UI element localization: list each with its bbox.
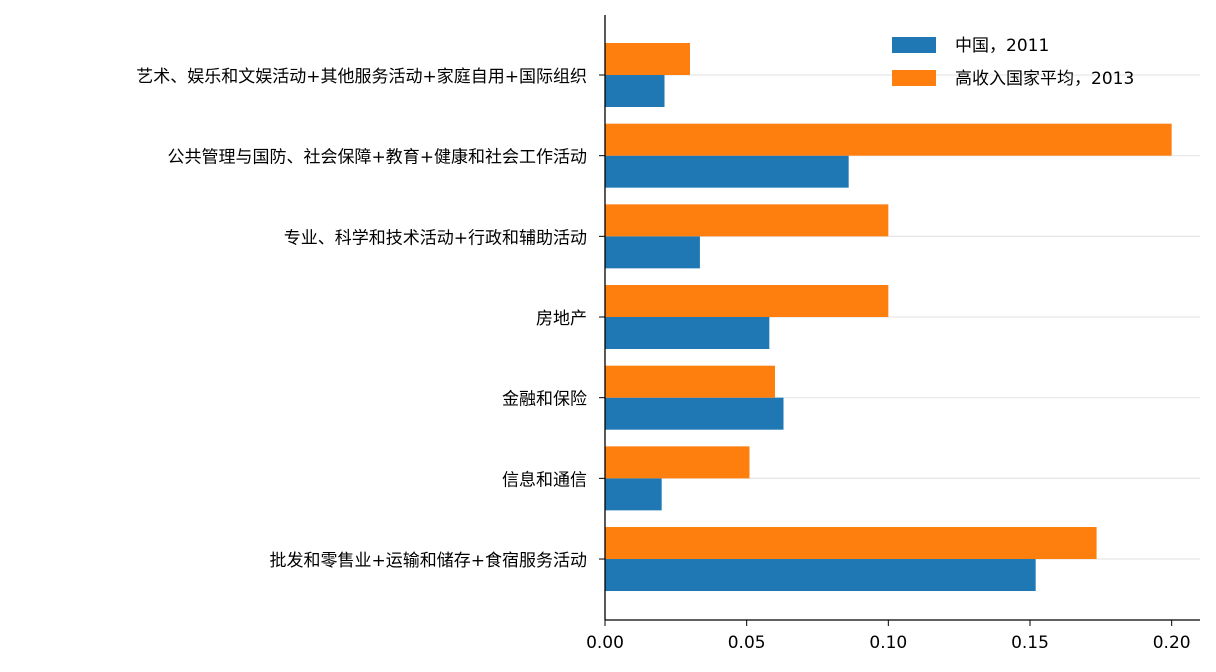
y-tick-label: 批发和零售业+运输和储存+食宿服务活动 xyxy=(270,551,588,571)
bar xyxy=(605,397,784,430)
bar xyxy=(605,204,889,237)
bar xyxy=(605,527,1097,560)
x-tick-label: 0.20 xyxy=(1153,633,1191,653)
bar xyxy=(605,446,750,479)
bar xyxy=(605,43,690,75)
x-tick-label: 0.05 xyxy=(728,633,766,653)
bar xyxy=(605,155,849,188)
legend-label: 高收入国家平均，2013 xyxy=(955,69,1134,89)
legend-label: 中国，2011 xyxy=(955,36,1049,56)
y-tick-label: 艺术、娱乐和文娱活动+其他服务活动+家庭自用+国际组织 xyxy=(136,67,587,87)
bar xyxy=(605,559,1036,592)
bar xyxy=(605,123,1172,156)
y-tick-label: 金融和保险 xyxy=(502,390,587,410)
y-tick-label: 信息和通信 xyxy=(502,470,587,490)
bar xyxy=(605,236,700,269)
bar xyxy=(605,317,770,350)
y-tick-label: 房地产 xyxy=(536,309,587,329)
bar xyxy=(605,75,665,107)
bar xyxy=(605,365,775,398)
bar xyxy=(605,285,889,318)
y-tick-label: 公共管理与国防、社会保障+教育+健康和社会工作活动 xyxy=(168,148,588,168)
y-tick-label: 专业、科学和技术活动+行政和辅助活动 xyxy=(284,228,587,248)
x-tick-label: 0.00 xyxy=(586,633,624,653)
x-tick-label: 0.15 xyxy=(1011,633,1049,653)
legend-swatch xyxy=(892,70,936,86)
legend-swatch xyxy=(892,37,936,53)
bar xyxy=(605,478,662,511)
x-tick-label: 0.10 xyxy=(869,633,907,653)
